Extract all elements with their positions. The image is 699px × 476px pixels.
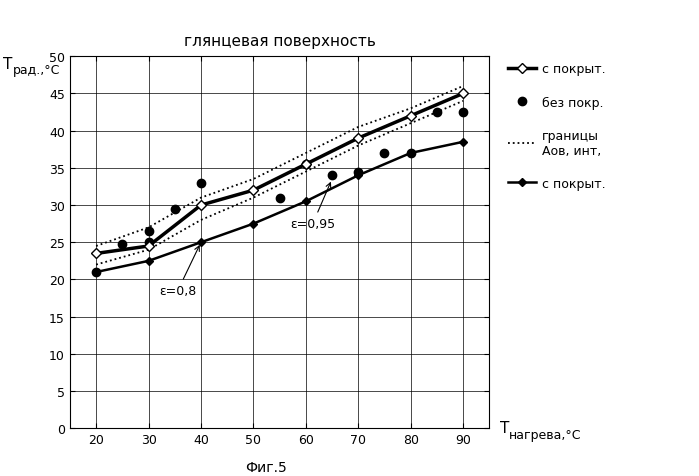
- Text: рад.,°С: рад.,°С: [13, 64, 60, 77]
- Title: глянцевая поверхность: глянцевая поверхность: [184, 34, 375, 49]
- Text: T: T: [500, 421, 509, 436]
- Text: нагрева,°С: нагрева,°С: [509, 428, 582, 441]
- Legend: с покрыт., без покр., границы
Аов, инт,, с покрыт.: с покрыт., без покр., границы Аов, инт,,…: [508, 63, 605, 190]
- Text: Фиг.5: Фиг.5: [245, 460, 287, 474]
- Text: ε=0,8: ε=0,8: [159, 247, 199, 298]
- Text: ε=0,95: ε=0,95: [290, 183, 336, 231]
- Text: T: T: [3, 57, 13, 72]
